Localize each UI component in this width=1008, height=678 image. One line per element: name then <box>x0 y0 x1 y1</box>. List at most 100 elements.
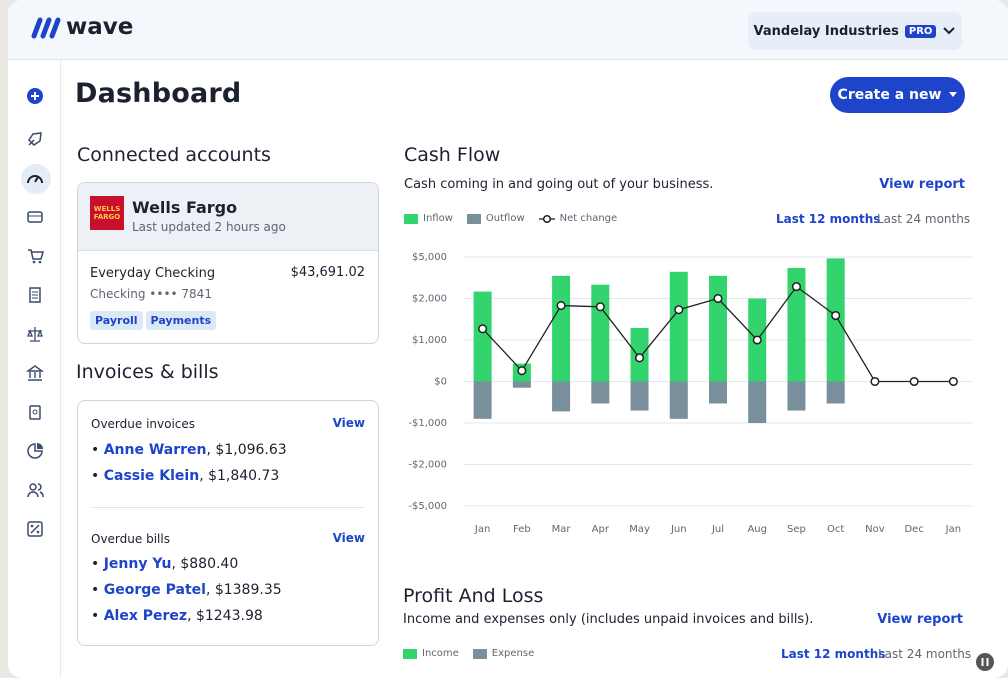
x-tick-label: Nov <box>865 524 885 535</box>
create-button-label: Create a new <box>837 87 942 103</box>
item-list: • Anne Warren, $1,096.63 • Cassie Klein,… <box>91 442 287 494</box>
bar <box>826 381 845 404</box>
section-title: Invoices & bills <box>76 361 219 383</box>
chart-subtitle: Cash coming in and going out of your bus… <box>404 177 714 192</box>
y-tick-label: -$1,000 <box>408 418 447 429</box>
legend-item: Outflow <box>466 213 525 224</box>
app-window: wave Vandelay Industries PRO Dashboard C… <box>8 0 1008 678</box>
bar <box>669 381 688 419</box>
item-list: • Jenny Yu, $880.40 • George Patel, $138… <box>91 556 282 634</box>
legend-label: Inflow <box>423 213 453 224</box>
cash-flow-chart: -$5,000 -$2,000 -$1,000 $0 $1,000 $2,000 $5,00… <box>408 252 973 535</box>
period-tab-active[interactable]: Last 12 months <box>781 647 886 661</box>
tag: Payments <box>145 311 217 330</box>
line-point <box>831 310 841 321</box>
chevron <box>943 27 956 35</box>
list-item: • Cassie Klein, $1,840.73 <box>91 468 280 484</box>
line-point <box>870 376 880 387</box>
y-tick-label: $2,000 <box>412 294 447 305</box>
view-link[interactable]: View <box>332 531 365 545</box>
bank-logo: WELLS FARGO <box>90 196 124 230</box>
contact-link[interactable]: Anne Warren <box>103 442 207 458</box>
view-link[interactable]: View <box>332 416 365 430</box>
group-title: Overdue invoices <box>91 417 196 431</box>
list-item: • Alex Perez, $1243.98 <box>91 608 263 624</box>
account-card: WELLS FARGO Wells Fargo Last updated 2 h… <box>77 182 379 344</box>
x-tick-label: Oct <box>827 524 844 535</box>
bar <box>748 381 767 423</box>
nav-payroll[interactable] <box>26 403 44 421</box>
x-tick-label: Mar <box>552 524 572 535</box>
bar <box>787 267 806 382</box>
list-item: • Jenny Yu, $880.40 <box>91 556 239 572</box>
caret <box>949 92 958 97</box>
x-tick-label: Apr <box>592 524 610 535</box>
nav-reports[interactable] <box>26 442 44 460</box>
account-balance: $43,691.02 <box>290 265 365 280</box>
contact-link[interactable]: Alex Perez <box>103 608 188 624</box>
bar <box>552 275 571 382</box>
nav-accounting[interactable] <box>26 325 44 343</box>
contact-link[interactable]: Cassie Klein <box>103 468 200 484</box>
legend-swatch <box>472 648 487 659</box>
company-name: Vandelay Industries <box>753 23 899 39</box>
invoices-card: Overdue invoices View • Anne Warren, $1,… <box>77 400 379 646</box>
line-point <box>674 305 684 315</box>
create-button[interactable]: Create a new <box>830 77 965 113</box>
nav-create[interactable] <box>26 87 44 105</box>
nav-purchases[interactable] <box>26 286 44 304</box>
line-point <box>791 282 802 292</box>
x-tick-label: Jun <box>670 524 687 535</box>
list-item: • Anne Warren, $1,096.63 <box>91 442 287 458</box>
view-report-link[interactable]: View report <box>877 612 963 627</box>
group-title: Overdue bills <box>91 532 170 546</box>
line-point <box>909 376 919 387</box>
line-point <box>752 335 762 345</box>
legend-swatch <box>538 214 555 223</box>
y-tick-label: $1,000 <box>412 335 447 346</box>
x-tick-label: Feb <box>513 524 531 535</box>
line-point <box>517 366 527 376</box>
legend-item: Net change <box>538 213 617 224</box>
account-name: Everyday Checking <box>90 266 216 281</box>
contact-link[interactable]: Jenny Yu <box>103 556 172 572</box>
legend-label: Expense <box>491 648 535 659</box>
nav-dashboard[interactable] <box>26 170 44 188</box>
period-tab[interactable]: Last 24 months <box>878 647 972 661</box>
page-title: Dashboard <box>75 78 242 109</box>
view-report-link[interactable]: View report <box>879 177 965 192</box>
nav-launch[interactable] <box>26 130 44 148</box>
bar <box>591 381 610 404</box>
x-tick-label: Sep <box>787 524 806 535</box>
line-point <box>595 302 605 312</box>
nav-banking[interactable] <box>26 364 44 382</box>
account-tags: Payroll Payments <box>90 309 219 330</box>
account-number: Checking •••• 7841 <box>90 287 212 301</box>
nav-payments[interactable] <box>26 208 44 226</box>
pause-button[interactable] <box>975 652 995 672</box>
x-tick-label: Jul <box>711 524 724 535</box>
period-tab-active[interactable]: Last 12 months <box>776 212 881 226</box>
bar <box>709 381 727 404</box>
legend-label: Outflow <box>485 213 525 224</box>
nav-sales[interactable] <box>26 247 44 265</box>
x-tick-label: Jan <box>945 524 961 535</box>
section-subtitle: Income and expenses only (includes unpai… <box>403 612 814 627</box>
logo[interactable]: wave <box>30 14 133 40</box>
line-point <box>948 376 958 387</box>
amount: , $1389.35 <box>205 582 282 598</box>
contact-link[interactable]: George Patel <box>103 582 206 598</box>
y-tick-label: $5,000 <box>412 252 447 263</box>
line-point <box>634 353 645 363</box>
legend-item: Inflow <box>404 213 453 224</box>
nav-taxes[interactable] <box>26 520 44 538</box>
legend-swatch <box>403 648 417 659</box>
period-tab[interactable]: Last 24 months <box>877 212 971 226</box>
nav-contacts[interactable] <box>26 481 44 499</box>
company-switcher[interactable]: Vandelay Industries PRO <box>748 12 962 50</box>
logo-text: wave <box>66 14 134 40</box>
chart-title: Cash Flow <box>404 144 501 166</box>
legend-label: Income <box>422 648 459 659</box>
bar <box>787 381 806 411</box>
amount: , $880.40 <box>171 556 239 572</box>
